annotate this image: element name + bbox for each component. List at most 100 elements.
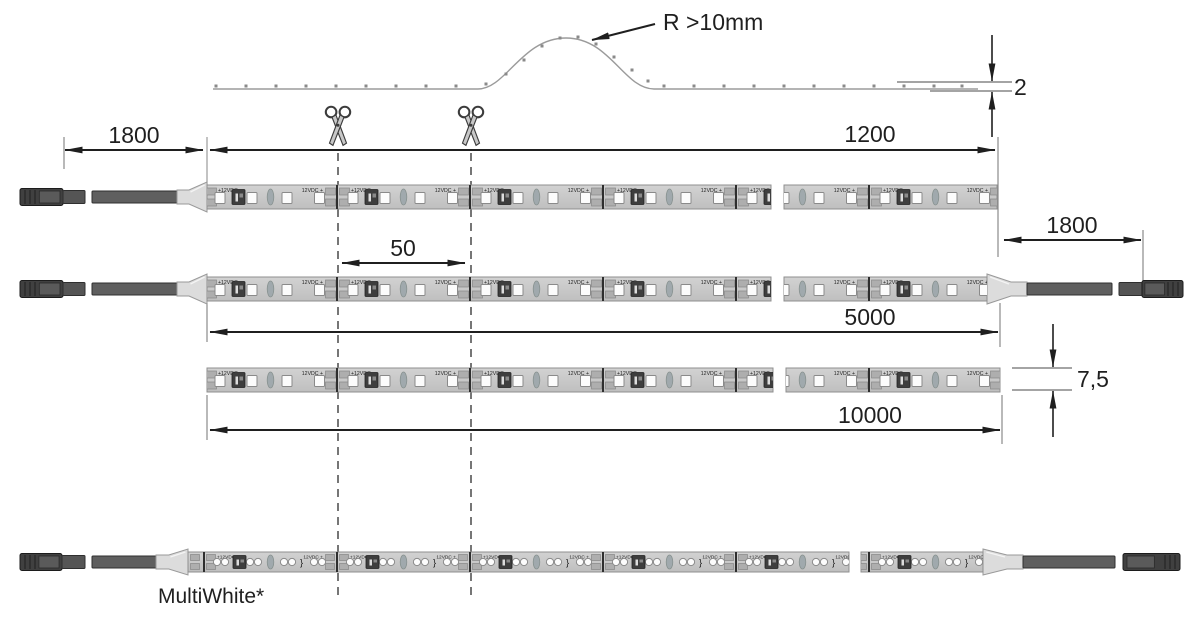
solder-pad (591, 187, 602, 196)
solder-pad (325, 198, 336, 207)
ic-mark (901, 559, 904, 566)
solder-pad (605, 187, 616, 196)
solder-pad (738, 554, 748, 561)
cut-mark (469, 185, 471, 209)
led (480, 284, 492, 296)
led-dot (540, 44, 544, 48)
dimension-strip-1200: 1200 (209, 121, 999, 257)
cable (1026, 282, 1113, 296)
solder-pad (325, 370, 336, 379)
strip-marking-text: +12VDC (750, 188, 770, 194)
led-pair (716, 557, 726, 567)
solder-pad (605, 370, 616, 379)
led-pair (378, 557, 388, 567)
led-pair (553, 557, 563, 567)
solder-pad (591, 381, 602, 390)
solder-pad (325, 563, 335, 570)
solder-pad (339, 563, 349, 570)
ic-mark (634, 193, 637, 202)
cable-right-label: 1800 (1046, 212, 1097, 238)
ic-mark (767, 193, 770, 202)
cut-mark (469, 277, 471, 301)
led-dot (932, 84, 936, 88)
ic-mark (236, 559, 239, 566)
ic-mark (905, 559, 909, 563)
cut-mark (868, 552, 870, 572)
cut-mark (735, 185, 737, 209)
solder-pad (724, 198, 735, 207)
strip-marking-text: +12VDC (484, 280, 504, 286)
strip-segments: +12VDC 12VDC +} +12VDC 12VDC +} +12VDC 12VDC … (190, 552, 983, 572)
strip-marking-text: +12VDC (483, 555, 502, 561)
resistor (399, 188, 408, 206)
solder-pad (472, 279, 483, 288)
solder-pad (857, 290, 868, 299)
solder-pad (738, 563, 748, 570)
led-pair (545, 557, 555, 567)
strip-marking-text: +12VDC (218, 188, 238, 194)
led-dot (752, 84, 756, 88)
led (778, 375, 790, 387)
led-pair (885, 557, 895, 567)
solder-pad (325, 279, 336, 288)
solder-pad (339, 554, 349, 561)
cut-pitch-label: 50 (390, 235, 416, 261)
strip-marking-text: 12VDC + (702, 555, 722, 561)
strip-marking-text: 12VDC + (568, 280, 589, 286)
ic-mark (239, 285, 243, 290)
strip-marking-text: +12VDC (617, 280, 637, 286)
strip-marking-text: +12VDC (218, 371, 238, 377)
led-pair (317, 557, 327, 567)
connector-detail (1144, 282, 1165, 296)
led (846, 375, 857, 387)
led (680, 375, 692, 387)
resistor (665, 188, 674, 206)
cable-stub (62, 282, 86, 296)
cable-left-label: 1800 (108, 122, 159, 148)
resistor (931, 554, 940, 570)
solder-pad (871, 563, 881, 570)
led (480, 375, 492, 387)
ic-mark (904, 285, 908, 290)
ic-mark (904, 376, 908, 381)
solder-pad (857, 187, 868, 196)
cut-mark (602, 368, 604, 392)
resistor (399, 554, 408, 570)
led (746, 375, 758, 387)
solder-pad (339, 279, 350, 288)
ic-mark (501, 193, 504, 202)
solder-pad (472, 187, 483, 196)
cut-mark (336, 185, 338, 209)
solder-pad (724, 279, 735, 288)
ic-mark (505, 193, 509, 198)
ic-mark (638, 376, 642, 381)
jumper-glyph: } (699, 558, 702, 569)
led-dot (872, 84, 876, 88)
led (547, 375, 559, 387)
led-dot (576, 35, 580, 39)
led-dot (662, 84, 666, 88)
resistor (399, 371, 408, 389)
cable (91, 282, 178, 296)
solder-pad (325, 381, 336, 390)
led-dot (454, 84, 458, 88)
strip-height-label: 7,5 (1077, 366, 1109, 392)
cut-mark (469, 552, 471, 572)
solder-pad (990, 187, 997, 196)
strip-5000-label: 5000 (844, 304, 895, 330)
strip-segments: +12VDC 12VDC + +12VDC 12VDC + +12VDC 12VDC + +… (207, 185, 997, 209)
led-pair (212, 557, 222, 567)
led (946, 284, 958, 296)
ic-mark (501, 285, 504, 294)
solder-pad (871, 554, 881, 561)
led-dot (504, 72, 508, 76)
strip-marking-text: 12VDC + (568, 371, 589, 377)
led (911, 375, 923, 387)
strip-marking-text: +12VDC (882, 555, 901, 561)
led-pair (811, 557, 821, 567)
cut-mark (735, 368, 737, 392)
ic-mark (768, 559, 771, 566)
strip-marking-text: +12VDC (616, 555, 635, 561)
led-dot (594, 42, 598, 46)
led (813, 284, 825, 296)
